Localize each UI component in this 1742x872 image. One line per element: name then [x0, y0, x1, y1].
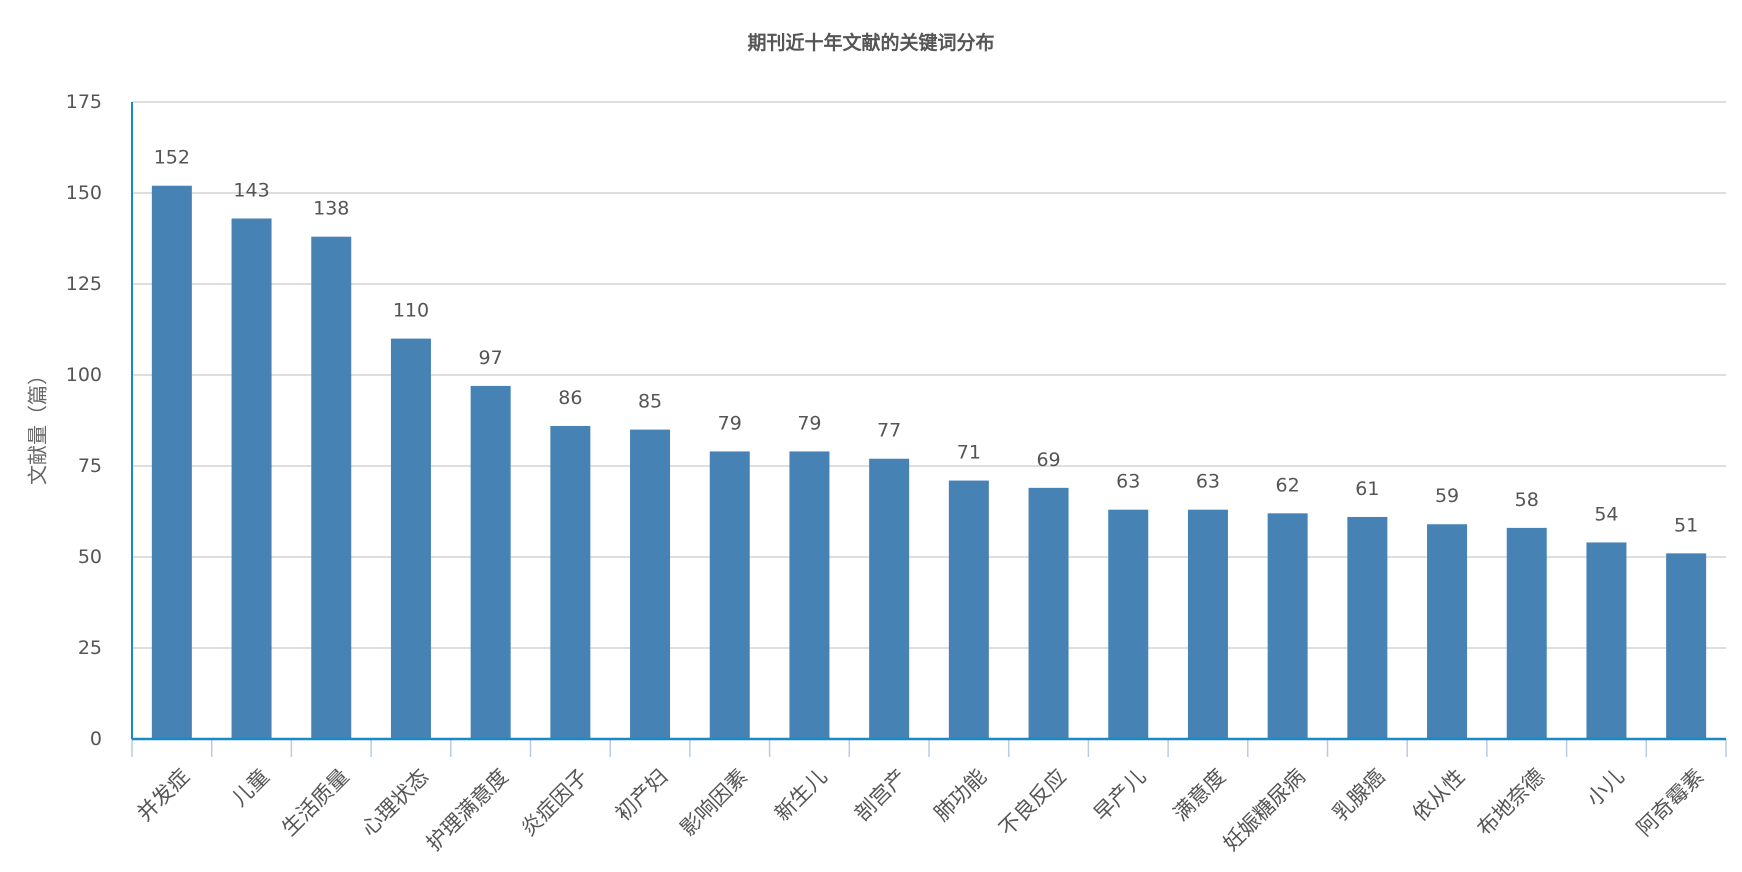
bar-满意度: [1187, 509, 1228, 739]
bar-肺功能: [948, 480, 989, 739]
bar-早产儿: [1108, 509, 1149, 739]
x-tick-label: 并发症: [133, 764, 195, 826]
x-tick-label: 新生儿: [770, 764, 832, 826]
data-label: 54: [1594, 503, 1618, 525]
bar-心理状态: [390, 338, 431, 739]
bar-初产妇: [630, 429, 671, 739]
data-label: 63: [1196, 471, 1220, 493]
x-tick-label: 儿童: [227, 764, 274, 811]
data-label: 110: [393, 300, 429, 322]
data-label: 71: [957, 442, 981, 464]
y-tick-label: 0: [90, 728, 102, 750]
bar-阿奇霉素: [1666, 553, 1707, 739]
data-label: 59: [1435, 485, 1459, 507]
data-label: 85: [638, 391, 662, 413]
x-tick-label: 布地奈德: [1473, 764, 1549, 840]
y-tick-label: 100: [66, 364, 102, 386]
x-tick-label: 护理满意度: [422, 764, 513, 855]
data-label: 61: [1355, 478, 1379, 500]
data-label: 79: [718, 412, 742, 434]
y-tick-label: 125: [66, 273, 102, 295]
bar-布地奈德: [1506, 527, 1547, 739]
x-tick-label: 剖宫产: [850, 764, 912, 826]
data-label: 63: [1116, 471, 1140, 493]
y-tick-label: 150: [66, 182, 102, 204]
data-label: 86: [558, 387, 582, 409]
bar-影响因素: [709, 451, 750, 739]
x-tick-label: 满意度: [1169, 764, 1231, 826]
x-tick-label: 心理状态: [357, 764, 433, 840]
x-tick-label: 阿奇霉素: [1632, 764, 1708, 840]
bar-小儿: [1586, 542, 1627, 739]
bar-依从性: [1427, 524, 1468, 739]
y-tick-label: 50: [78, 546, 102, 568]
data-label: 58: [1515, 489, 1539, 511]
bar-生活质量: [311, 236, 352, 739]
x-tick-label: 妊娠糖尿病: [1219, 764, 1310, 855]
x-tick-label: 依从性: [1408, 764, 1470, 826]
data-label: 97: [479, 347, 503, 369]
bar-剖宫产: [869, 458, 910, 739]
x-tick-label: 乳腺癌: [1328, 764, 1390, 826]
y-tick-label: 175: [66, 91, 102, 113]
x-tick-label: 影响因素: [676, 764, 752, 840]
data-label: 77: [877, 420, 901, 442]
y-tick-label: 25: [78, 637, 102, 659]
x-tick-label: 肺功能: [930, 764, 992, 826]
bar-护理满意度: [470, 385, 511, 739]
data-label: 51: [1674, 514, 1698, 536]
bar-新生儿: [789, 451, 830, 739]
x-tick-label: 早产儿: [1089, 764, 1151, 826]
data-label: 143: [233, 179, 269, 201]
bar-妊娠糖尿病: [1267, 513, 1308, 739]
x-tick-label: 小儿: [1582, 764, 1629, 811]
y-tick-label: 75: [78, 455, 102, 477]
chart-title: 期刊近十年文献的关键词分布: [747, 32, 995, 54]
bar-儿童: [231, 218, 272, 740]
x-tick-label: 炎症因子: [516, 764, 592, 840]
bar-不良反应: [1028, 487, 1069, 739]
data-label: 79: [797, 412, 821, 434]
x-tick-label: 生活质量: [277, 764, 353, 840]
bar-乳腺癌: [1347, 516, 1388, 739]
x-tick-label: 不良反应: [994, 764, 1070, 840]
data-label: 152: [154, 147, 190, 169]
data-label: 69: [1036, 449, 1060, 471]
bar-炎症因子: [550, 425, 591, 739]
bar-并发症: [151, 185, 192, 740]
x-tick-label: 初产妇: [611, 764, 673, 826]
data-label: 138: [313, 198, 349, 220]
data-label: 62: [1276, 474, 1300, 496]
